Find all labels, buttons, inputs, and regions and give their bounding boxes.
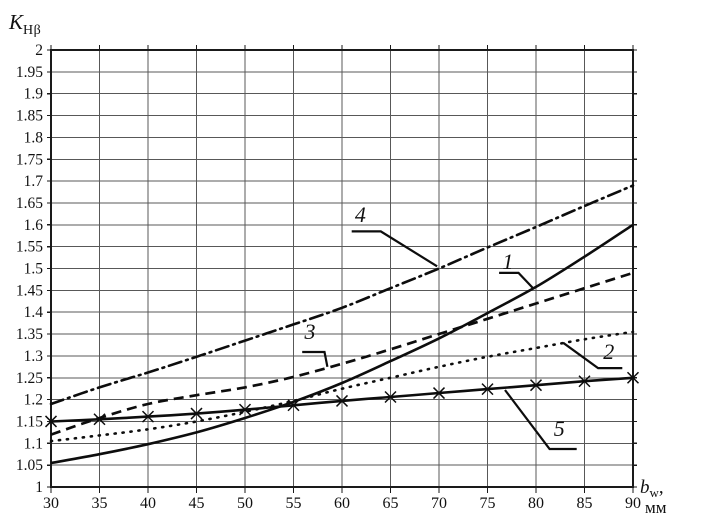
- x-axis-comma: ,: [658, 477, 664, 498]
- y-tick-label: 2: [35, 42, 43, 59]
- curve-1: [50, 223, 634, 465]
- y-tick-label: 1.8: [24, 129, 44, 146]
- y-tick-label: 1.45: [16, 282, 43, 299]
- y-tick-label: 1.35: [16, 326, 43, 343]
- x-tick-label: 90: [625, 495, 641, 512]
- x-tick-label: 40: [140, 495, 156, 512]
- curve-label-leader-2: [562, 341, 623, 370]
- x-axis-title: bw, мм: [640, 478, 667, 517]
- curve-label-1: 1: [502, 249, 513, 274]
- y-tick-label: 1.7: [24, 173, 44, 190]
- x-axis-unit: мм: [645, 498, 667, 517]
- curve-4: [49, 184, 635, 406]
- curve-label-3: 3: [303, 319, 315, 344]
- curve-5-markers: [44, 371, 640, 428]
- x-tick-label: 35: [92, 495, 108, 512]
- y-axis-title: KHβ: [9, 10, 41, 39]
- x-tick-label: 75: [480, 495, 496, 512]
- x-tick-label: 45: [189, 495, 205, 512]
- x-tick-label: 55: [286, 495, 302, 512]
- x-tick-label: 70: [431, 495, 447, 512]
- plot-frame: [50, 49, 634, 488]
- tick-labels: 21.951.91.851.81.751.71.651.61.551.51.45…: [16, 42, 641, 512]
- y-tick-label: 1.55: [16, 239, 43, 256]
- y-tick-label: 1.5: [24, 261, 44, 278]
- y-tick-label: 1.65: [16, 195, 43, 212]
- x-tick-label: 60: [334, 495, 350, 512]
- curve-label-5: 5: [554, 416, 565, 441]
- y-tick-label: 1: [35, 479, 43, 496]
- curve-3: [50, 271, 634, 436]
- y-tick-label: 1.4: [24, 304, 44, 321]
- y-tick-label: 1.2: [24, 392, 43, 409]
- curve-labels: 4 1 3 2 5: [302, 202, 623, 451]
- x-axis-symbol-line: bw,: [640, 477, 664, 500]
- y-tick-label: 1.95: [16, 64, 43, 81]
- x-tick-label: 65: [383, 495, 399, 512]
- x-tick-label: 85: [577, 495, 593, 512]
- curve-label-leader-4: [351, 230, 438, 268]
- y-tick-label: 1.9: [24, 86, 44, 103]
- curve-label-4: 4: [355, 202, 366, 227]
- y-tick-label: 1.75: [16, 151, 43, 168]
- x-tick-label: 50: [237, 495, 253, 512]
- curve-label-leader-5: [504, 389, 577, 451]
- curve-label-leader-1: [499, 271, 534, 289]
- y-tick-label: 1.85: [16, 108, 43, 125]
- y-tick-label: 1.05: [16, 457, 43, 474]
- y-tick-label: 1.15: [16, 413, 43, 430]
- y-axis-symbol: K: [9, 10, 24, 34]
- curve-label-2: 2: [603, 339, 614, 364]
- y-tick-label: 1.1: [24, 435, 43, 452]
- y-axis-subscript: Hβ: [23, 23, 42, 38]
- x-axis-subscript: w: [649, 485, 659, 500]
- curve-2: [49, 330, 635, 443]
- y-tick-label: 1.3: [24, 348, 44, 365]
- x-axis-symbol: b: [640, 477, 650, 498]
- y-tick-label: 1.6: [24, 217, 44, 234]
- x-tick-label: 30: [43, 495, 59, 512]
- curve-label-leader-3: [302, 350, 329, 368]
- grid-lines: [50, 49, 634, 488]
- y-tick-label: 1.25: [16, 370, 43, 387]
- curves: [44, 184, 640, 465]
- x-tick-label: 80: [528, 495, 544, 512]
